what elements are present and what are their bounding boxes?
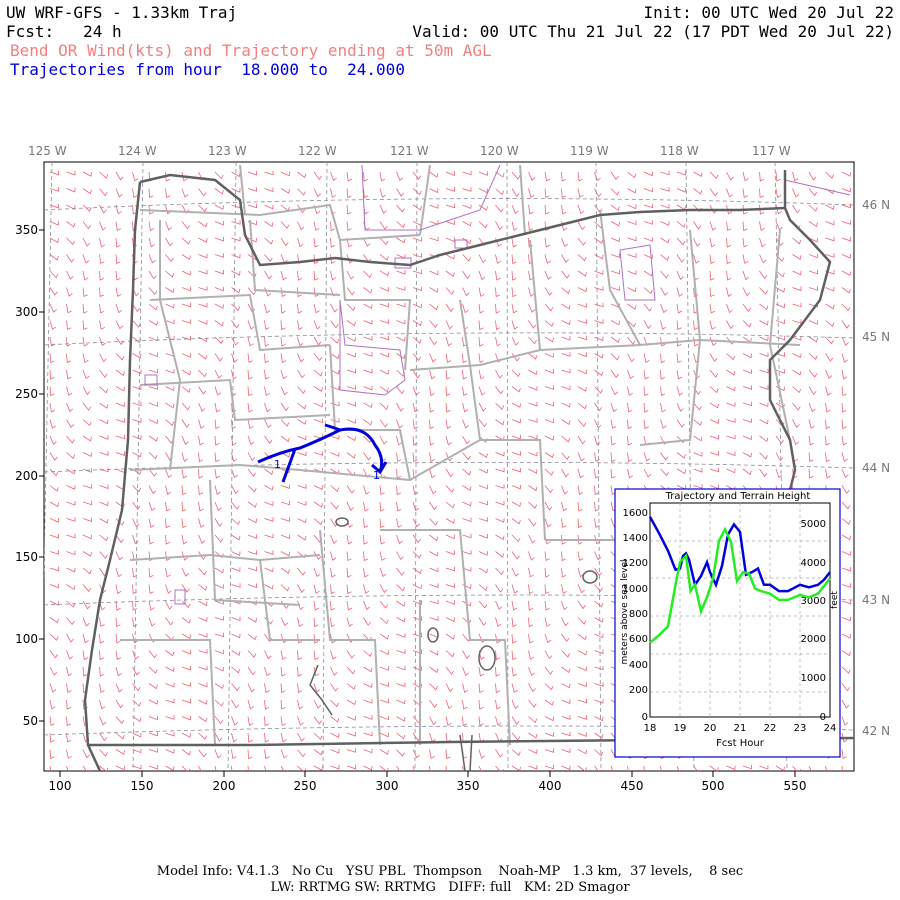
valid-time: Valid: 00 UTC Thu 21 Jul 22 (17 PDT Wed … [412,22,894,41]
axis-tick-marks [39,229,796,777]
inset-y-tick: 0 [642,712,648,723]
trajectory-line [281,448,297,483]
inset-x-tick: 23 [794,723,807,734]
lon-label: 125 W [28,144,67,158]
inset-y-ticks-ft: 5000 4000 3000 2000 1000 0 [801,519,826,723]
inset-y-ticks-m: 1600 1400 1200 1000 800 600 400 200 0 [623,508,648,723]
inset-y-tick: 200 [629,685,648,696]
lon-label: 121 W [390,144,429,158]
inset-x-tick: 22 [764,723,777,734]
inset-y-tick: 600 [629,634,648,645]
lon-label: 124 W [118,144,157,158]
inset-chart: Trajectory and Terrain Height 1600 1400 … [614,488,841,758]
lon-label: 120 W [480,144,519,158]
inset-x-tick: 20 [704,723,717,734]
county-borders [120,164,801,746]
inset-y-tick: 1000 [623,584,648,595]
latitude-labels: 46 N 45 N 44 N 43 N 42 N [862,198,890,738]
lat-label: 45 N [862,330,890,344]
lon-label: 117 W [752,144,791,158]
x-tick: 300 [376,779,399,793]
lat-label: 44 N [862,461,890,475]
inset-y-tick: 400 [629,660,648,671]
inset-y-tick-ft: 3000 [801,596,826,607]
model-info-line1: Model Info: V4.1.3 No Cu YSU PBL Thompso… [156,864,744,879]
x-tick: 550 [784,779,807,793]
lat-label: 46 N [862,198,890,212]
lat-label: 43 N [862,593,890,607]
inset-y-tick-ft: 5000 [801,519,826,530]
trajectory-marker: 1 [274,458,281,471]
y-tick: 300 [15,305,38,319]
trajectory-arrow [371,461,388,475]
lon-label: 122 W [298,144,337,158]
trajectory-paths [257,423,388,483]
x-tick: 450 [621,779,644,793]
lon-label: 118 W [660,144,699,158]
inset-y-label-right: feet [830,591,840,609]
y-tick: 250 [15,387,38,401]
inset-y-label-left: meters above sea level [620,559,630,664]
inset-y-tick-ft: 1000 [801,673,826,684]
trajectory-line [324,423,341,432]
inset-x-tick: 19 [674,723,687,734]
inset-x-tick: 18 [644,723,657,734]
x-tick: 400 [539,779,562,793]
longitude-labels: 125 W 124 W 123 W 122 W 121 W 120 W 119 … [28,144,791,158]
forecast-hour: Fcst: 24 h [6,22,122,41]
inset-title: Trajectory and Terrain Height [665,491,811,502]
y-tick: 50 [23,714,38,728]
y-tick: 350 [15,223,38,237]
urban-boundaries [144,164,851,605]
inset-x-tick: 21 [734,723,747,734]
lat-label: 42 N [862,724,890,738]
inset-x-tick: 24 [824,723,837,734]
inset-y-tick-ft: 4000 [801,558,826,569]
inset-y-tick-ft: 2000 [801,634,826,645]
model-info-line2: LW: RRTMG SW: RRTMG DIFF: full KM: 2D Sm… [270,880,630,895]
inset-y-tick-ft: 0 [820,712,826,723]
inset-y-tick: 1200 [623,558,648,569]
lakes [309,517,598,771]
trajectory-range: Trajectories from hour 18.000 to 24.000 [10,60,405,79]
x-tick: 500 [702,779,725,793]
x-tick: 250 [294,779,317,793]
lon-label: 123 W [208,144,247,158]
x-tick: 350 [457,779,480,793]
inset-series-line [649,526,831,644]
init-time: Init: 00 UTC Wed 20 Jul 22 [643,3,894,22]
y-tick: 200 [15,469,38,483]
product-description: Bend OR Wind(kts) and Trajectory ending … [10,41,492,60]
inset-y-tick: 800 [629,609,648,620]
y-tick: 100 [15,632,38,646]
grid-x-ticks: 100 150 200 250 300 350 400 450 500 550 [49,779,807,793]
inset-series [648,516,831,644]
x-tick: 100 [49,779,72,793]
lon-label: 119 W [570,144,609,158]
x-tick: 150 [131,779,154,793]
grid-y-ticks: 350 300 250 200 150 100 50 [15,223,38,728]
inset-y-tick: 1600 [623,508,648,519]
x-tick: 200 [213,779,236,793]
map-title: UW WRF-GFS - 1.33km Traj [6,3,238,22]
inset-x-ticks: 18 19 20 21 22 23 24 [644,723,837,734]
y-tick: 150 [15,550,38,564]
inset-y-tick: 1400 [623,533,648,544]
trajectory-marker: 1 [373,469,380,482]
inset-x-label: Fcst Hour [716,738,765,749]
